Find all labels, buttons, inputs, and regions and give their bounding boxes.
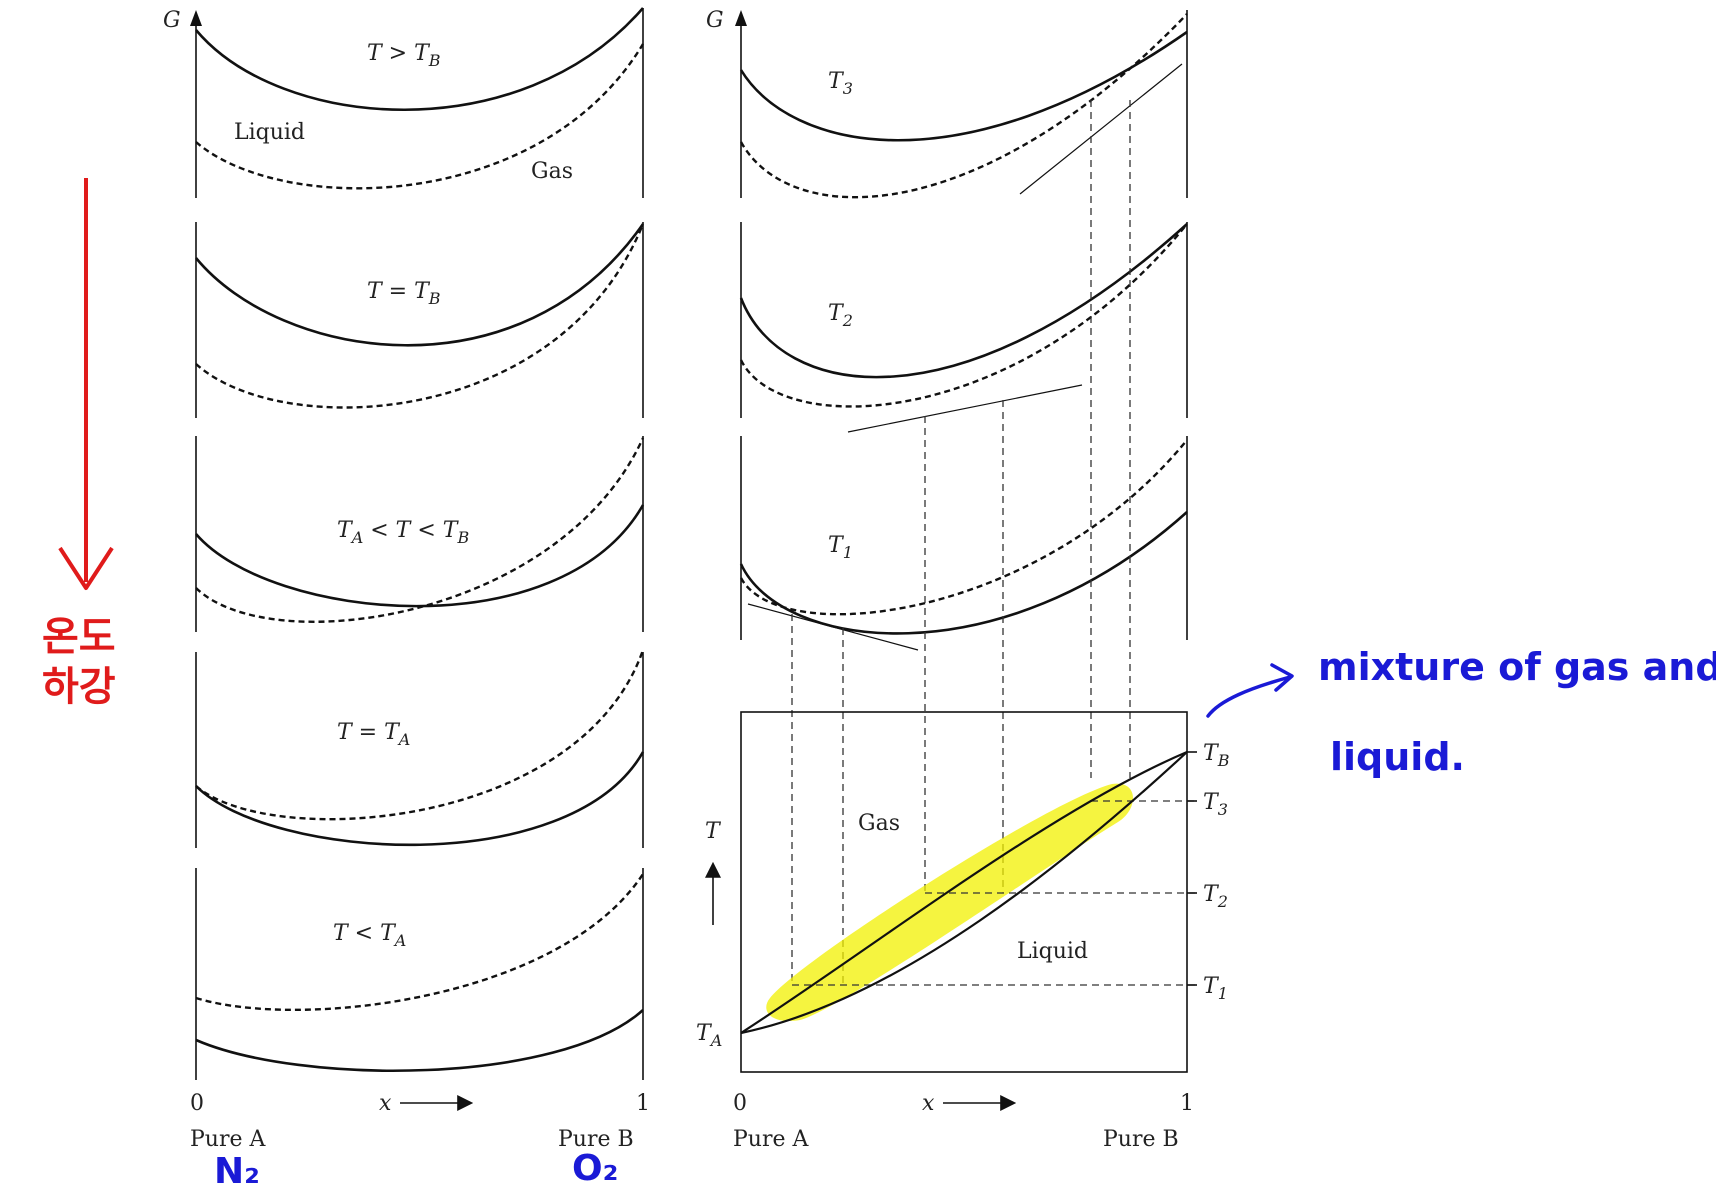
mixture-arrow-shaft xyxy=(1206,675,1292,718)
liquid-region-label: Liquid xyxy=(1017,939,1088,964)
left-g-axis-label: G xyxy=(163,8,181,33)
gas-curve xyxy=(195,43,645,190)
mixture-note-line2: liquid. xyxy=(1330,735,1465,779)
t1-label: T1 xyxy=(1203,974,1228,1003)
left-x-zero: 0 xyxy=(190,1091,204,1116)
tb-label: TB xyxy=(1203,741,1230,770)
liquid-boundary-curve xyxy=(740,751,1188,1035)
left-pure-a: Pure A xyxy=(190,1127,267,1152)
liquid-curve xyxy=(739,511,1188,635)
gas-curve xyxy=(195,649,645,821)
left-panel-1: T > TB Liquid Gas xyxy=(195,7,645,198)
right-x-one: 1 xyxy=(1180,1091,1194,1116)
mixture-arrow-head xyxy=(1270,663,1294,692)
annotations: 온도 하강 N₂ O₂ mixture of gas and liquid. xyxy=(42,178,1716,1188)
projection-lines xyxy=(791,100,1131,985)
gas-label: Gas xyxy=(531,159,573,184)
gas-curve xyxy=(739,223,1188,408)
right-panel-t3: T3 xyxy=(739,10,1188,199)
left-column: G T > TB Liquid Gas T = TB TA < T < TB xyxy=(163,7,650,1152)
gas-boundary-curve xyxy=(740,750,1188,1034)
left-x-one: 1 xyxy=(636,1091,650,1116)
panel-label: T < TA xyxy=(333,921,406,950)
mixture-note-line1: mixture of gas and xyxy=(1318,645,1716,689)
o2-label: O₂ xyxy=(572,1148,618,1188)
panel-label: T = TA xyxy=(337,720,410,749)
gas-curve xyxy=(195,873,645,1011)
common-tangent xyxy=(747,603,919,651)
t-axis-label: T xyxy=(705,819,722,844)
two-phase-highlight xyxy=(766,783,1134,1021)
gas-curve xyxy=(739,439,1188,616)
phase-diagram: T Gas Liquid TB T3 T2 T1 TA xyxy=(696,711,1230,1073)
right-pure-b: Pure B xyxy=(1103,1127,1179,1152)
liquid-curve xyxy=(739,223,1188,379)
temp-drop-label-line1: 온도 xyxy=(42,614,116,660)
left-x-label: x xyxy=(379,1091,392,1116)
liquid-curve xyxy=(194,223,645,347)
liquid-curve xyxy=(195,751,645,847)
left-panel-3: TA < T < TB xyxy=(195,436,645,632)
panel-label: TA < T < TB xyxy=(337,518,469,547)
gas-curve xyxy=(195,223,645,409)
common-tangent xyxy=(1019,63,1183,195)
left-panel-4: T = TA xyxy=(195,649,645,848)
liquid-curve xyxy=(195,7,644,112)
liquid-curve xyxy=(195,504,645,608)
common-tangent xyxy=(847,384,1083,433)
ta-label: TA xyxy=(696,1021,722,1050)
right-pure-a: Pure A xyxy=(733,1127,810,1152)
liquid-label: Liquid xyxy=(234,120,305,145)
panel-label: T = TB xyxy=(367,279,441,308)
t3-label: T3 xyxy=(1203,790,1228,819)
left-panel-2: T = TB xyxy=(194,222,645,418)
left-panel-5: T < TA xyxy=(195,868,645,1080)
liquid-curve xyxy=(195,1009,644,1073)
right-g-axis-label: G xyxy=(706,8,724,33)
right-panel-t2: T2 xyxy=(739,222,1188,433)
temp-drop-arrow-head xyxy=(58,546,114,590)
right-x-zero: 0 xyxy=(733,1091,747,1116)
left-pure-b: Pure B xyxy=(558,1127,634,1152)
phase-box xyxy=(740,711,1188,1073)
liquid-curve xyxy=(739,30,1188,142)
panel-label: T > TB xyxy=(367,41,441,70)
right-g-axis-arrowhead xyxy=(735,10,747,26)
temp-drop-label-line2: 하강 xyxy=(42,664,116,710)
right-panel-t1: T1 xyxy=(739,436,1188,651)
n2-label: N₂ xyxy=(214,1151,260,1188)
left-g-axis-arrowhead xyxy=(190,10,202,26)
right-x-label: x xyxy=(922,1091,935,1116)
gas-region-label: Gas xyxy=(858,811,900,836)
right-column: G T3 T2 T1 xyxy=(696,8,1230,1152)
t2-label: T2 xyxy=(1203,882,1228,911)
panel-label: T1 xyxy=(828,533,853,562)
panel-label: T2 xyxy=(828,301,853,330)
gas-curve xyxy=(739,13,1188,199)
panel-label: T3 xyxy=(828,69,853,98)
